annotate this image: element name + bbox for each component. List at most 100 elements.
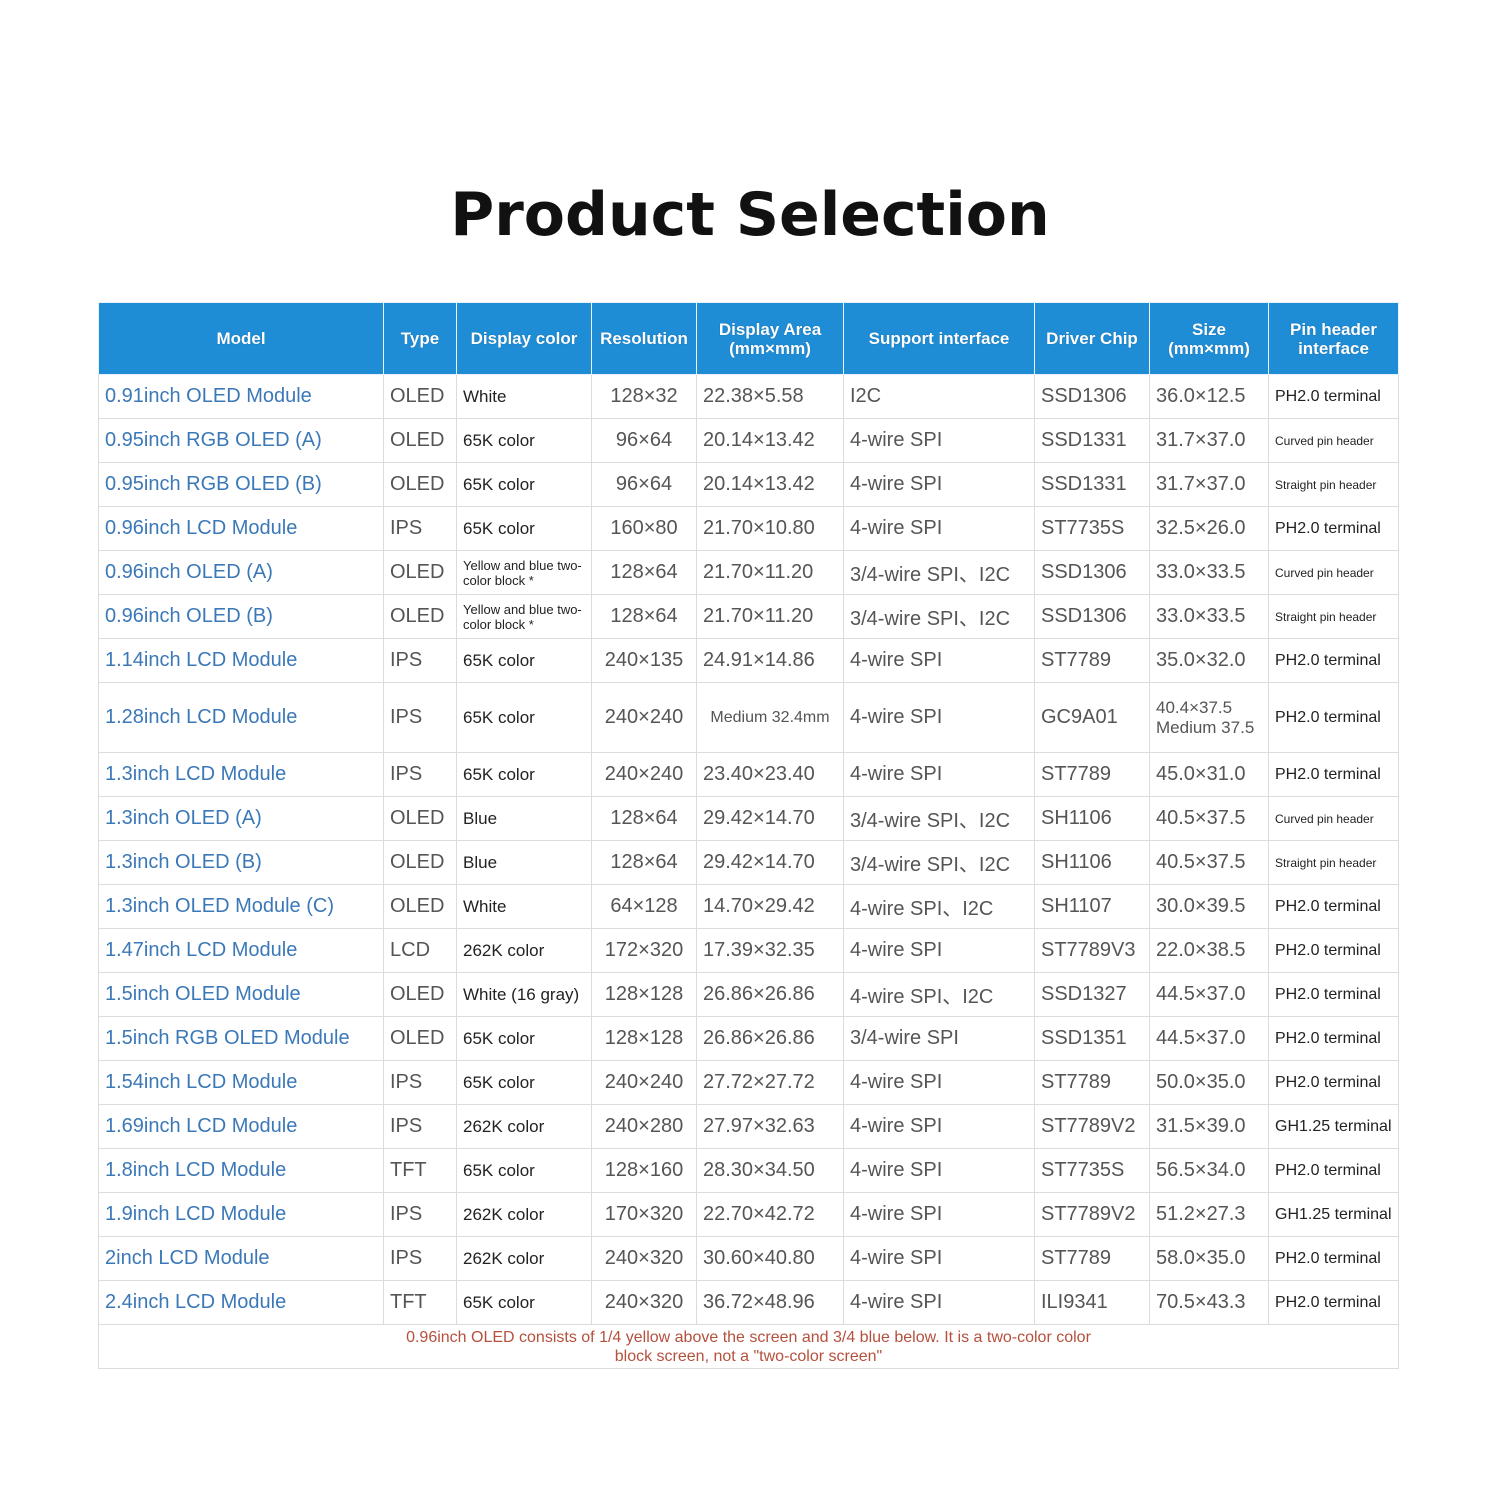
cell-display-color: Yellow and blue two-color block *	[456, 550, 592, 595]
cell-display-color: 65K color	[456, 638, 592, 683]
cell-size: 40.4×37.5 Medium 37.5	[1149, 682, 1269, 753]
table-row: 2inch LCD Module IPS 262K color 240×320 30.6…	[98, 1236, 1399, 1281]
cell-size: 70.5×43.3	[1149, 1280, 1269, 1325]
cell-display-area: 29.42×14.70	[696, 796, 844, 841]
cell-size: 58.0×35.0	[1149, 1236, 1269, 1281]
cell-size: 51.2×27.3	[1149, 1192, 1269, 1237]
cell-driver-chip: ST7789	[1034, 1236, 1150, 1281]
cell-driver-chip: ILI9341	[1034, 1280, 1150, 1325]
cell-resolution: 240×240	[591, 1060, 697, 1105]
cell-model: 0.91inch OLED Module	[98, 374, 384, 419]
cell-pin-header: GH1.25 terminal	[1268, 1104, 1399, 1149]
cell-pin-header: PH2.0 terminal	[1268, 972, 1399, 1017]
table-row: 0.95inch RGB OLED (A) OLED 65K color 96×64 2…	[98, 418, 1399, 463]
cell-driver-chip: SH1107	[1034, 884, 1150, 929]
cell-size: 40.5×37.5	[1149, 796, 1269, 841]
cell-model: 1.3inch OLED (B)	[98, 840, 384, 885]
cell-resolution: 240×320	[591, 1236, 697, 1281]
column-header-size: Size (mm×mm)	[1149, 302, 1269, 375]
cell-model: 2inch LCD Module	[98, 1236, 384, 1281]
cell-pin-header: Straight pin header	[1268, 462, 1399, 507]
cell-support-interface: 4-wire SPI	[843, 752, 1035, 797]
table-row: 1.54inch LCD Module IPS 65K color 240×240 27…	[98, 1060, 1399, 1105]
cell-pin-header: Curved pin header	[1268, 418, 1399, 463]
product-selection-table: Model Type Display color Resolution Display …	[98, 302, 1399, 1369]
cell-display-area: 28.30×34.50	[696, 1148, 844, 1193]
note-row: 0.96inch OLED consists of 1/4 yellow abo…	[98, 1324, 1399, 1369]
cell-support-interface: 3/4-wire SPI、I2C	[843, 550, 1035, 595]
cell-display-color: Blue	[456, 796, 592, 841]
cell-size: 31.5×39.0	[1149, 1104, 1269, 1149]
cell-model: 1.28inch LCD Module	[98, 682, 384, 753]
cell-display-area: 27.72×27.72	[696, 1060, 844, 1105]
column-header-type: Type	[383, 302, 457, 375]
cell-model: 1.54inch LCD Module	[98, 1060, 384, 1105]
cell-display-area: 23.40×23.40	[696, 752, 844, 797]
cell-support-interface: 4-wire SPI	[843, 1104, 1035, 1149]
cell-display-color: 65K color	[456, 418, 592, 463]
cell-display-area: Medium 32.4mm	[696, 682, 844, 753]
cell-size: 44.5×37.0	[1149, 1016, 1269, 1061]
cell-model: 1.47inch LCD Module	[98, 928, 384, 973]
cell-pin-header: Straight pin header	[1268, 840, 1399, 885]
cell-support-interface: 3/4-wire SPI、I2C	[843, 840, 1035, 885]
cell-resolution: 240×135	[591, 638, 697, 683]
cell-resolution: 64×128	[591, 884, 697, 929]
cell-display-area: 22.70×42.72	[696, 1192, 844, 1237]
cell-driver-chip: SH1106	[1034, 796, 1150, 841]
cell-support-interface: 4-wire SPI	[843, 418, 1035, 463]
cell-driver-chip: ST7789V2	[1034, 1104, 1150, 1149]
cell-pin-header: PH2.0 terminal	[1268, 1280, 1399, 1325]
column-header-resolution: Resolution	[591, 302, 697, 375]
cell-display-color: 65K color	[456, 462, 592, 507]
cell-support-interface: 4-wire SPI	[843, 1060, 1035, 1105]
cell-resolution: 240×240	[591, 682, 697, 753]
table-row: 0.91inch OLED Module OLED White 128×32 22.38…	[98, 374, 1399, 419]
cell-display-color: 65K color	[456, 506, 592, 551]
cell-display-area: 26.86×26.86	[696, 972, 844, 1017]
cell-driver-chip: SSD1331	[1034, 462, 1150, 507]
cell-size: 31.7×37.0	[1149, 418, 1269, 463]
cell-size: 32.5×26.0	[1149, 506, 1269, 551]
cell-support-interface: 4-wire SPI	[843, 682, 1035, 753]
cell-type: OLED	[383, 884, 457, 929]
cell-type: OLED	[383, 1016, 457, 1061]
table-row: 2.4inch LCD Module TFT 65K color 240×320 36.…	[98, 1280, 1399, 1325]
cell-model: 1.3inch LCD Module	[98, 752, 384, 797]
cell-driver-chip: SH1106	[1034, 840, 1150, 885]
footnote: 0.96inch OLED consists of 1/4 yellow abo…	[98, 1324, 1399, 1369]
cell-pin-header: PH2.0 terminal	[1268, 374, 1399, 419]
cell-support-interface: 3/4-wire SPI、I2C	[843, 796, 1035, 841]
cell-resolution: 160×80	[591, 506, 697, 551]
table-row: 1.69inch LCD Module IPS 262K color 240×280 2…	[98, 1104, 1399, 1149]
cell-driver-chip: ST7735S	[1034, 1148, 1150, 1193]
cell-driver-chip: SSD1327	[1034, 972, 1150, 1017]
cell-display-area: 20.14×13.42	[696, 462, 844, 507]
cell-support-interface: 4-wire SPI、I2C	[843, 972, 1035, 1017]
cell-driver-chip: SSD1331	[1034, 418, 1150, 463]
cell-support-interface: 4-wire SPI	[843, 928, 1035, 973]
cell-pin-header: PH2.0 terminal	[1268, 928, 1399, 973]
cell-support-interface: 4-wire SPI	[843, 1148, 1035, 1193]
cell-display-color: White	[456, 884, 592, 929]
cell-support-interface: 4-wire SPI	[843, 1236, 1035, 1281]
cell-support-interface: 4-wire SPI	[843, 638, 1035, 683]
cell-size: 45.0×31.0	[1149, 752, 1269, 797]
cell-resolution: 128×64	[591, 796, 697, 841]
cell-size: 36.0×12.5	[1149, 374, 1269, 419]
cell-resolution: 170×320	[591, 1192, 697, 1237]
cell-pin-header: PH2.0 terminal	[1268, 1016, 1399, 1061]
cell-driver-chip: SSD1306	[1034, 374, 1150, 419]
cell-model: 1.69inch LCD Module	[98, 1104, 384, 1149]
cell-model: 1.9inch LCD Module	[98, 1192, 384, 1237]
cell-display-area: 24.91×14.86	[696, 638, 844, 683]
cell-display-color: 65K color	[456, 1060, 592, 1105]
cell-size: 30.0×39.5	[1149, 884, 1269, 929]
table-row: 1.8inch LCD Module TFT 65K color 128×160 28.…	[98, 1148, 1399, 1193]
cell-display-color: 65K color	[456, 1016, 592, 1061]
cell-pin-header: PH2.0 terminal	[1268, 638, 1399, 683]
cell-model: 0.96inch OLED (A)	[98, 550, 384, 595]
cell-pin-header: PH2.0 terminal	[1268, 1148, 1399, 1193]
cell-pin-header: PH2.0 terminal	[1268, 752, 1399, 797]
cell-display-color: 65K color	[456, 1148, 592, 1193]
